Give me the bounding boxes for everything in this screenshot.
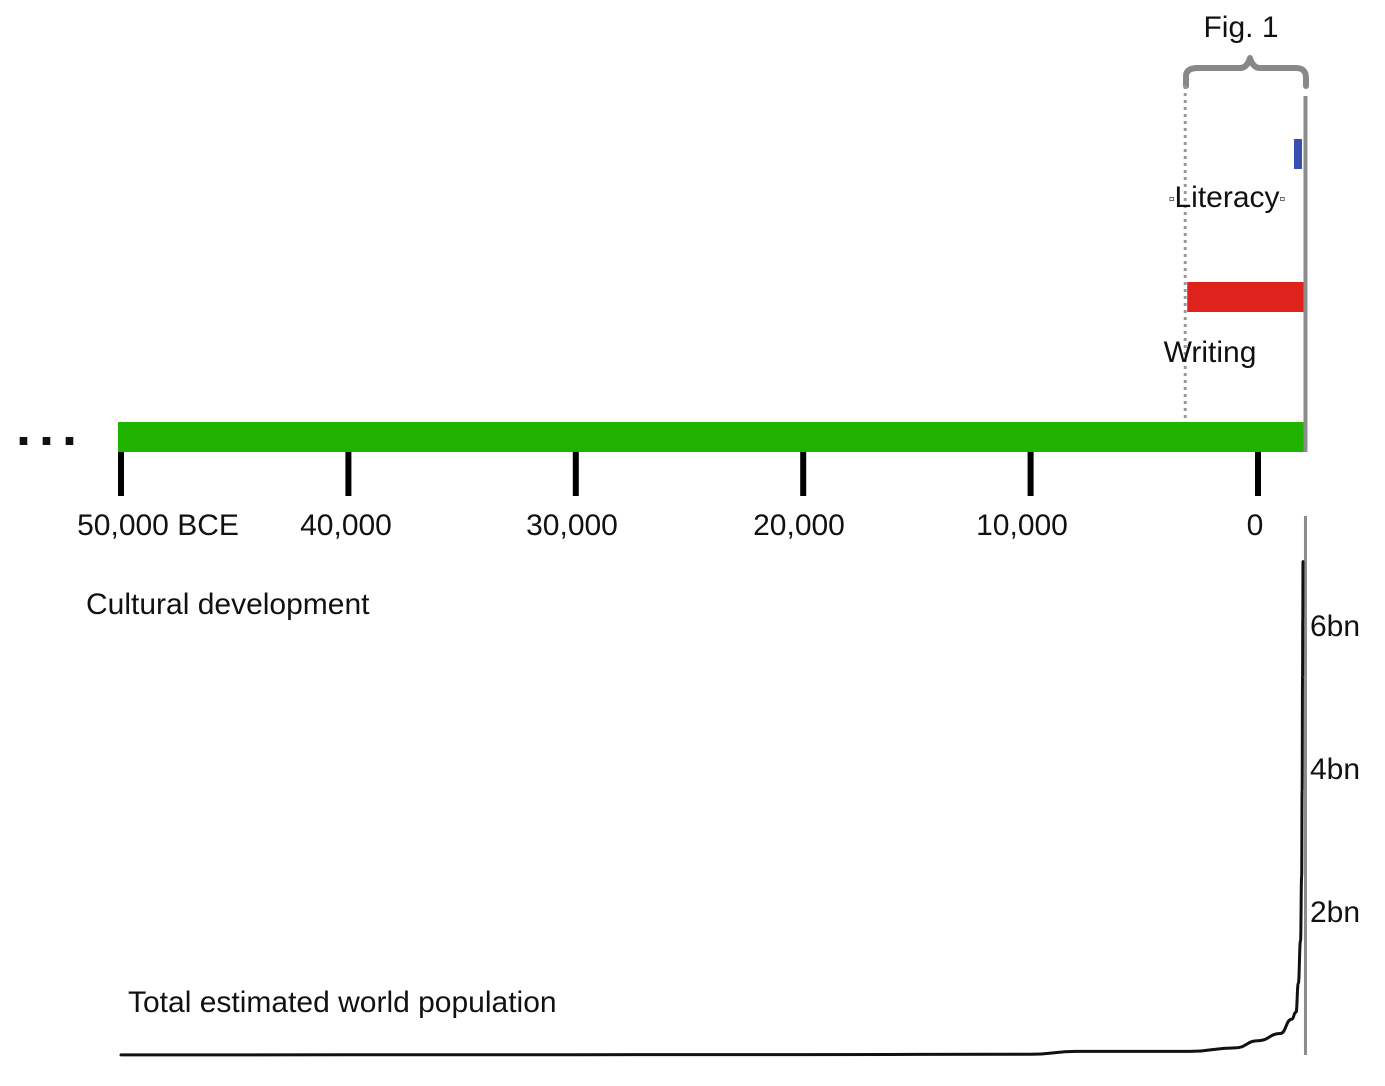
writing-label: Writing	[1164, 336, 1257, 369]
time-tick-label: 0	[1247, 509, 1264, 542]
population-axis: 2bn 4bn 6bn	[1310, 610, 1360, 929]
population-tick-label: 2bn	[1310, 896, 1360, 929]
time-axis: 50,000 BCE 40,000 30,000 20,000 10,000 0	[77, 452, 1263, 542]
population-tick-label: 6bn	[1310, 610, 1360, 643]
time-tick-label: 30,000	[526, 509, 618, 542]
time-tick-label: 40,000	[300, 509, 392, 542]
time-tick-label: 50,000 BCE	[77, 509, 239, 542]
continuation-marker: ...	[16, 397, 85, 457]
population-curve-label: Total estimated world population	[128, 986, 557, 1019]
fig-bracket	[1183, 55, 1309, 89]
figure-label: Fig. 1	[1203, 11, 1278, 44]
cultural-development-bar	[118, 422, 1304, 452]
literacy-bar	[1294, 139, 1302, 169]
literacy-mark-left: ▫	[1169, 191, 1175, 208]
population-curve	[119, 560, 1305, 1057]
cultural-development-label: Cultural development	[86, 588, 370, 621]
population-tick-label: 4bn	[1310, 753, 1360, 786]
literacy-label: ▫Literacy▫	[1169, 181, 1285, 214]
time-tick-label: 10,000	[976, 509, 1068, 542]
fig-bracket-group: Fig. 1	[1183, 11, 1309, 89]
literacy-mark-right: ▫	[1280, 191, 1286, 208]
time-tick-label: 20,000	[753, 509, 845, 542]
writing-bar	[1187, 282, 1304, 312]
literacy-label-text: Literacy	[1174, 181, 1279, 214]
